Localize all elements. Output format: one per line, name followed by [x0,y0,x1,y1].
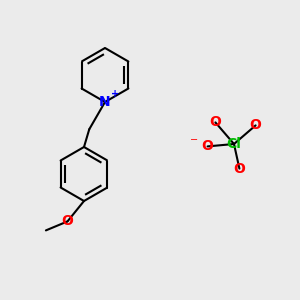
Text: O: O [209,116,221,129]
Text: O: O [202,140,214,153]
Text: O: O [250,118,262,132]
Text: +: + [110,88,119,99]
Text: Cl: Cl [226,137,242,151]
Text: O: O [61,214,74,228]
Text: O: O [233,162,245,176]
Text: −: − [190,135,198,145]
Text: N: N [99,95,111,109]
